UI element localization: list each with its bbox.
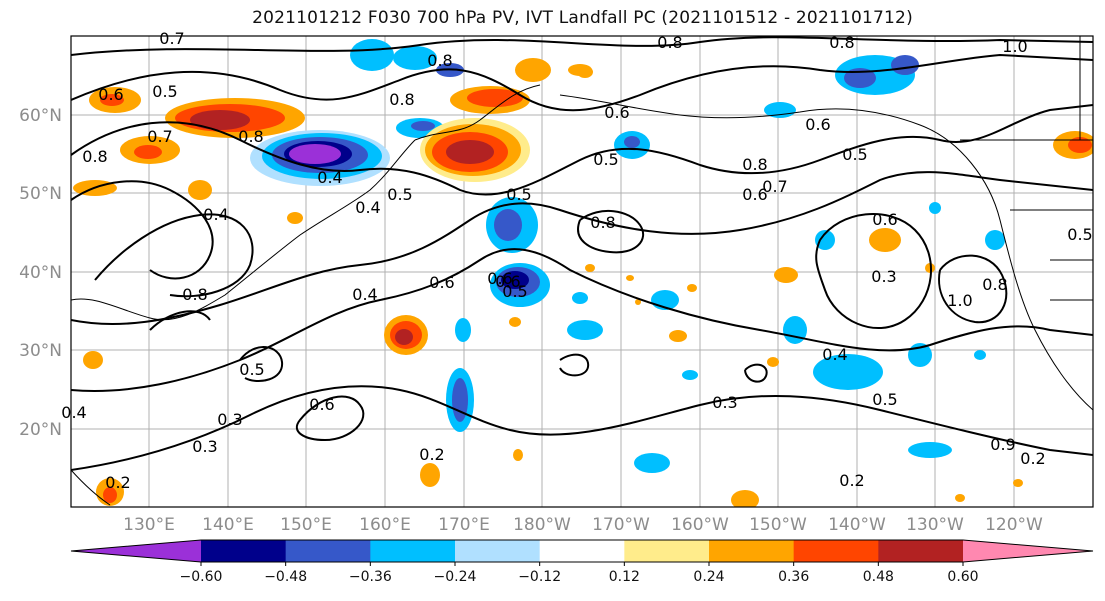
contour-label: 0.2 bbox=[839, 471, 864, 490]
colorbar-swatch bbox=[285, 540, 371, 562]
colorbar-tick-label: 0.60 bbox=[947, 569, 978, 585]
contour-label: 0.6 bbox=[309, 395, 334, 414]
contour-label: 0.8 bbox=[742, 155, 767, 174]
contour-label: 0.8 bbox=[238, 127, 263, 146]
coastlines bbox=[71, 36, 1093, 506]
colorbar-tick-label: −0.60 bbox=[180, 569, 223, 585]
lon-label: 150°E bbox=[280, 515, 332, 535]
contour-label: 0.5 bbox=[872, 390, 897, 409]
colorbar-swatch bbox=[624, 540, 710, 562]
contour-label: 0.3 bbox=[871, 267, 896, 286]
contour-label: 0.4 bbox=[317, 168, 342, 187]
contour-label: 0.5 bbox=[239, 360, 264, 379]
colorbar-tick-label: −0.12 bbox=[518, 569, 561, 585]
contour-label: 0.4 bbox=[203, 205, 228, 224]
lon-label: 160°W bbox=[671, 515, 729, 535]
contour-label: 0.5 bbox=[506, 185, 531, 204]
contour-label: 0.6 bbox=[495, 272, 520, 291]
contour-label: 0.8 bbox=[590, 213, 615, 232]
colorbar-min-arrow bbox=[71, 540, 201, 562]
colorbar-tick-label: 0.48 bbox=[863, 569, 894, 585]
colorbar-max-arrow bbox=[963, 540, 1093, 562]
contour-label: 0.8 bbox=[182, 285, 207, 304]
lon-label: 170°W bbox=[592, 515, 650, 535]
latitude-labels: 60°N 50°N 40°N 30°N 20°N bbox=[19, 106, 62, 440]
contour-label: 0.4 bbox=[352, 285, 377, 304]
contour-label: 0.4 bbox=[355, 198, 380, 217]
contour-label: 0.6 bbox=[742, 185, 767, 204]
lon-label: 140°W bbox=[828, 515, 886, 535]
contour-label: 0.6 bbox=[805, 115, 830, 134]
lat-label: 50°N bbox=[19, 184, 62, 204]
contour-label: 0.5 bbox=[387, 185, 412, 204]
pv-shading bbox=[73, 39, 1093, 507]
map-title: 2021101212 F030 700 hPa PV, IVT Landfall… bbox=[252, 8, 913, 28]
lat-label: 40°N bbox=[19, 263, 62, 283]
lon-label: 140°E bbox=[202, 515, 254, 535]
contour-label: 0.5 bbox=[593, 150, 618, 169]
contour-label: 0.5 bbox=[152, 82, 177, 101]
contour-label: 1.0 bbox=[1002, 37, 1027, 56]
contour-label: 0.6 bbox=[98, 85, 123, 104]
contour-label: 0.5 bbox=[842, 145, 867, 164]
contour-label: 0.6 bbox=[604, 103, 629, 122]
contour-label: 0.3 bbox=[712, 393, 737, 412]
colorbar-tick-label: 0.12 bbox=[609, 569, 640, 585]
colorbar-tick-label: −0.48 bbox=[264, 569, 307, 585]
contour-label: 0.5 bbox=[1067, 225, 1092, 244]
colorbar-swatch bbox=[539, 540, 625, 562]
contour-label: 0.5 bbox=[502, 282, 527, 301]
map-frame bbox=[70, 35, 1094, 508]
contour-label: 1.0 bbox=[947, 291, 972, 310]
contour-label: 0.2 bbox=[1020, 449, 1045, 468]
lon-label: 130°W bbox=[906, 515, 964, 535]
contour-label: 0.3 bbox=[192, 437, 217, 456]
lon-label: 120°W bbox=[985, 515, 1043, 535]
lon-label: 150°W bbox=[749, 515, 807, 535]
contour-label: 0.2 bbox=[419, 445, 444, 464]
contour-label: 0.8 bbox=[657, 33, 682, 52]
colorbar-swatch bbox=[709, 540, 795, 562]
contour-label: 0.3 bbox=[217, 410, 242, 429]
colorbar-tick-label: −0.36 bbox=[349, 569, 392, 585]
contour-label: 0.8 bbox=[389, 90, 414, 109]
lat-label: 20°N bbox=[19, 420, 62, 440]
lon-label: 160°E bbox=[359, 515, 411, 535]
contour-labels: 0.7 0.8 0.8 1.00.6 0.50.7 0.80.80.60.80.50.50… bbox=[61, 29, 1092, 492]
colorbar-swatch bbox=[878, 540, 964, 562]
colorbar-swatch bbox=[370, 540, 456, 562]
lon-label: 170°E bbox=[438, 515, 490, 535]
contour-label: 0.7 bbox=[147, 127, 172, 146]
lat-label: 60°N bbox=[19, 106, 62, 126]
contour-label: 0.6 bbox=[487, 269, 512, 288]
contour-label: 0.6 bbox=[872, 210, 897, 229]
contour-label: 0.7 bbox=[762, 177, 787, 196]
colorbar-tick-label: −0.24 bbox=[434, 569, 477, 585]
contour-label: 0.2 bbox=[105, 473, 130, 492]
colorbar-swatch bbox=[201, 540, 287, 562]
lon-label: 130°E bbox=[123, 515, 175, 535]
lat-label: 30°N bbox=[19, 341, 62, 361]
colorbar-tick-label: 0.24 bbox=[693, 569, 724, 585]
contour-label: 0.4 bbox=[61, 403, 86, 422]
contour-label: 0.7 bbox=[159, 29, 184, 48]
colorbar-tick-label: 0.36 bbox=[778, 569, 809, 585]
colorbar: −0.60 −0.48 −0.36 −0.24 −0.12 0.12 0.24 0.36 0.4… bbox=[70, 539, 1094, 585]
contour-label: 0.8 bbox=[829, 33, 854, 52]
contour-label: 0.8 bbox=[82, 147, 107, 166]
ivt-contours bbox=[71, 36, 1093, 471]
contour-label: 0.8 bbox=[982, 275, 1007, 294]
contour-label: 0.4 bbox=[822, 345, 847, 364]
colorbar-swatch bbox=[455, 540, 541, 562]
contour-label: 0.9 bbox=[990, 435, 1015, 454]
contour-label: 0.6 bbox=[429, 273, 454, 292]
lon-label: 180°W bbox=[513, 515, 571, 535]
colorbar-swatch bbox=[793, 540, 879, 562]
contour-label: 0.8 bbox=[427, 51, 452, 70]
longitude-labels: 130°E 140°E 150°E 160°E 170°E 180°W 170°W 160°W… bbox=[123, 515, 1043, 535]
